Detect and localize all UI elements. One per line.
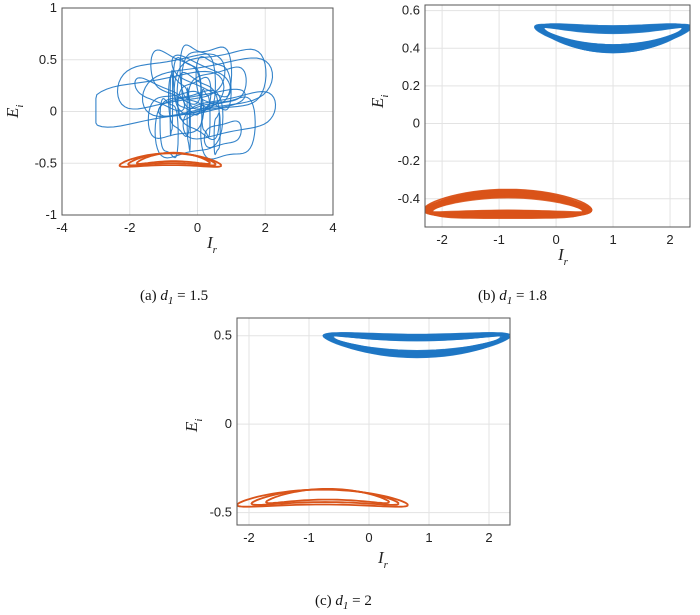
x-axis-label: Ir [377, 548, 389, 571]
series-orange-trajectory [426, 191, 589, 216]
series-blue-trajectory [171, 54, 232, 98]
series-blue-trajectory [536, 24, 690, 49]
series-group [95, 44, 277, 168]
x-tick-label: 1 [425, 530, 432, 545]
y-tick-label: 0 [413, 116, 420, 131]
series-blue-trajectory [213, 112, 221, 156]
series-orange-trajectory [135, 151, 211, 165]
y-tick-label: 0.4 [402, 40, 420, 55]
series-blue-trajectory [201, 88, 211, 138]
x-tick-label: -4 [56, 220, 68, 235]
y-tick-label: 0.6 [402, 3, 420, 18]
x-tick-label: -2 [243, 530, 255, 545]
chart-panel-b: -2 -1 0 1 2 -0.4 -0.2 0 0.2 0.4 0.6 Ir Ei (b) d1 = 1.… [368, 3, 691, 307]
y-tick-label: -0.5 [35, 155, 57, 170]
x-tick-label: -2 [436, 232, 448, 247]
series-group [425, 23, 690, 219]
series-group [237, 332, 510, 508]
y-axis-label: Ei [3, 105, 26, 119]
plot-frame [236, 317, 511, 526]
x-tick-label: 2 [262, 220, 269, 235]
series-blue-trajectory [327, 332, 507, 358]
y-axis-label-subscript: i [193, 419, 205, 422]
series-blue-trajectory [169, 69, 174, 137]
y-axis-label: Ei [182, 419, 205, 433]
x-tick-label: 0 [365, 530, 372, 545]
x-axis-label: Ir [557, 245, 569, 268]
x-tick-label: 2 [485, 530, 492, 545]
y-tick-label: 0 [225, 416, 232, 431]
y-tick-label: -0.4 [398, 191, 420, 206]
series-blue-trajectory [116, 53, 226, 110]
panel-caption: (b) d1 = 1.8 [478, 288, 547, 307]
plot-frame [424, 4, 691, 228]
chart-panel-c: -2 -1 0 1 2 -0.5 0 0.5 Ir Ei (c) d1 = 2 [182, 317, 511, 612]
series-blue-trajectory [177, 76, 212, 121]
x-axis-label: Ir [206, 233, 218, 256]
series-orange-trajectory [428, 190, 587, 218]
series-orange-trajectory [425, 193, 591, 214]
y-axis-label-subscript: i [14, 105, 26, 108]
series-blue-trajectory [95, 70, 225, 128]
x-tick-label: -1 [303, 530, 315, 545]
panel-caption: (c) d1 = 2 [315, 593, 372, 612]
y-tick-label: 0.2 [402, 78, 420, 93]
series-blue-trajectory [150, 49, 202, 105]
series-blue-trajectory [182, 91, 277, 140]
y-tick-label: 0 [50, 104, 57, 119]
series-blue-trajectory [157, 88, 246, 117]
y-tick-label: 0.5 [39, 52, 57, 67]
y-tick-label: -1 [45, 207, 57, 222]
x-tick-label: -1 [493, 232, 505, 247]
y-axis-label-subscript: i [379, 95, 391, 98]
x-tick-label: -2 [124, 220, 136, 235]
series-blue-trajectory [331, 334, 503, 356]
x-axis-label-subscript: r [384, 559, 389, 571]
x-tick-label: 0 [552, 232, 559, 247]
series-orange-trajectory [265, 488, 391, 504]
x-tick-label: 4 [329, 220, 336, 235]
y-tick-label: 0.5 [214, 328, 232, 343]
series-blue-trajectory [173, 48, 267, 116]
y-tick-label: -0.5 [210, 505, 232, 520]
series-blue-trajectory [141, 57, 274, 117]
y-tick-label: 1 [50, 0, 57, 15]
y-axis-label: Ei [368, 95, 391, 109]
x-tick-label: 0 [194, 220, 201, 235]
panel-caption: (a) d1 = 1.5 [140, 288, 208, 307]
series-blue-trajectory [167, 74, 191, 138]
series-blue-trajectory [540, 24, 686, 52]
x-tick-label: 1 [609, 232, 616, 247]
y-tick-label: -0.2 [398, 153, 420, 168]
series-blue-trajectory [159, 98, 179, 159]
x-axis-label-subscript: r [564, 256, 569, 268]
series-blue-trajectory [180, 46, 233, 110]
plot-frame [61, 7, 334, 216]
x-tick-label: 2 [666, 232, 673, 247]
chart-panel-a: -4 -2 0 2 4 -1 -0.5 0 0.5 1 Ir Ei (a) d1 = 1.5 [3, 0, 337, 307]
x-axis-label-subscript: r [213, 244, 218, 256]
series-blue-trajectory [542, 26, 684, 48]
